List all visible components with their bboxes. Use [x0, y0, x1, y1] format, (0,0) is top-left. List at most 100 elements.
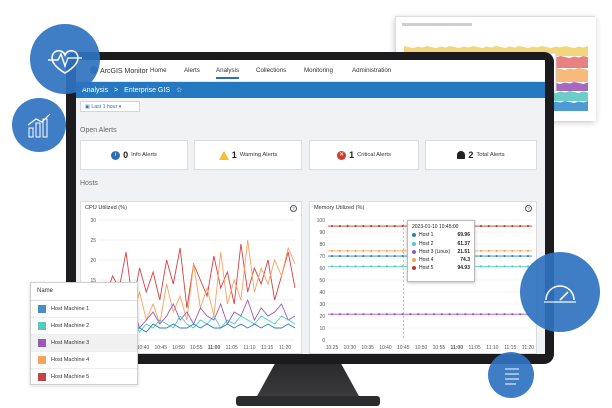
critical-alerts-label: Critical Alerts	[357, 152, 391, 158]
memory-point	[401, 224, 404, 228]
series-dot-icon	[412, 241, 416, 246]
cpu-y-tick-label: 25	[90, 238, 96, 244]
nav-administration[interactable]: Administration	[352, 67, 392, 74]
memory-x-tick-label: 10:25	[326, 345, 339, 351]
memory-point	[424, 313, 428, 316]
memory-point	[370, 254, 373, 258]
warning-alerts-card[interactable]: 1 Warning Alerts	[194, 140, 302, 170]
breadcrumb-separator: >	[114, 87, 119, 94]
memory-point	[440, 313, 443, 316]
memory-point	[401, 265, 404, 268]
nav-monitoring[interactable]: Monitoring	[304, 67, 333, 74]
total-alerts-card[interactable]: 2 Total Alerts	[425, 140, 537, 170]
breadcrumb-section[interactable]: Analysis	[82, 87, 109, 94]
nav-collections[interactable]: Collections	[256, 67, 287, 74]
favorite-star-icon[interactable]: ☆	[175, 87, 183, 94]
tooltip-series-value: 69.96	[457, 232, 470, 239]
nav-alerts[interactable]: Alerts	[184, 67, 200, 74]
bar-chart-bubble	[12, 98, 66, 152]
monitor-stand-neck	[256, 364, 360, 398]
memory-point	[495, 313, 498, 316]
cpu-y-tick-label: 30	[90, 218, 96, 224]
tooltip-series-name: Host 4	[419, 257, 434, 264]
cpu-x-tick-label: 10:55	[190, 345, 203, 351]
memory-y-tick-label: 100	[317, 218, 326, 224]
memory-point	[354, 224, 357, 228]
bell-icon	[457, 151, 466, 159]
nav-home[interactable]: Home	[150, 67, 167, 74]
tooltip-row: Host 4 74.3	[412, 257, 470, 263]
memory-point	[519, 224, 522, 228]
help-icon[interactable]: ?	[290, 205, 297, 212]
memory-point	[393, 249, 396, 252]
legend-label: Host Machine 2	[51, 323, 90, 329]
memory-point	[354, 313, 357, 316]
memory-point	[511, 265, 514, 268]
memory-point	[346, 249, 349, 252]
legend-row-host-4[interactable]: Host Machine 4	[31, 352, 137, 369]
cpu-x-tick-label: 11:10	[243, 345, 255, 351]
memory-point	[487, 224, 490, 228]
legend-label: Host Machine 4	[51, 357, 90, 363]
memory-point	[330, 313, 334, 316]
breadcrumb-page: Enterprise GIS	[124, 87, 170, 94]
memory-point	[487, 249, 490, 252]
calendar-icon: ▣	[85, 104, 92, 110]
legend-swatch	[38, 339, 46, 347]
tooltip-series-value: 61.37	[457, 240, 470, 247]
memory-point	[519, 265, 522, 268]
memory-point	[338, 249, 341, 252]
legend-row-host-5[interactable]: Host Machine 5	[31, 369, 137, 386]
tooltip-row: Host 3 (Linux) 21.51	[412, 249, 470, 255]
memory-point	[495, 249, 498, 252]
legend-row-host-2[interactable]: Host Machine 2	[31, 318, 137, 335]
memory-point	[503, 265, 506, 268]
critical-alerts-card[interactable]: ✕ 1 Critical Alerts	[309, 140, 419, 170]
memory-point	[330, 224, 334, 228]
memory-point	[479, 224, 483, 228]
memory-point	[377, 249, 381, 252]
memory-point	[362, 313, 365, 316]
memory-point	[338, 313, 341, 316]
memory-x-tick-label: 10:35	[361, 345, 374, 351]
legend-swatch	[38, 322, 46, 330]
legend-swatch	[38, 305, 46, 313]
nav-analysis[interactable]: Analysis	[216, 67, 240, 79]
info-alerts-card[interactable]: i 0 Info Alerts	[80, 140, 188, 170]
memory-point	[346, 254, 349, 258]
memory-point	[393, 224, 396, 228]
memory-point	[472, 313, 475, 316]
memory-point	[377, 313, 381, 316]
list-bubble	[488, 352, 534, 398]
help-icon[interactable]: ?	[525, 205, 532, 212]
legend-row-host-3[interactable]: Host Machine 3	[31, 335, 137, 352]
open-alerts-title: Open Alerts	[80, 127, 117, 134]
memory-point	[519, 249, 522, 252]
memory-point	[417, 313, 420, 316]
gauge-icon	[544, 285, 576, 303]
monitor-stand-foot	[236, 396, 380, 406]
cpu-chart-title: CPU Utilized (%)	[85, 205, 127, 211]
memory-point	[338, 265, 341, 268]
memory-point	[377, 254, 381, 258]
legend-label: Host Machine 1	[51, 306, 90, 312]
memory-y-tick-label: 70	[319, 254, 325, 260]
memory-x-tick-label: 10:50	[415, 345, 428, 351]
tooltip-row: Host 5 94.93	[412, 265, 470, 271]
series-dot-icon	[412, 249, 416, 254]
time-filter-dropdown[interactable]: ▣ Last 1 hour ▾	[80, 101, 140, 112]
memory-point	[487, 254, 490, 258]
memory-tooltip: 2023-01-10 10:45:00 Host 1 69.96 Host 2 61.…	[407, 220, 475, 282]
memory-point	[346, 224, 349, 228]
tooltip-timestamp: 2023-01-10 10:45:00	[412, 224, 459, 230]
cpu-x-tick-label: 11:00	[208, 345, 221, 351]
memory-chart-title: Memory Utilized (%)	[314, 205, 365, 211]
memory-x-tick-label: 11:20	[522, 345, 534, 351]
memory-point	[362, 249, 365, 252]
legend-row-host-1[interactable]: Host Machine 1	[31, 301, 137, 318]
memory-point	[393, 254, 396, 258]
memory-point	[330, 265, 334, 268]
tooltip-series-name: Host 1	[419, 232, 434, 239]
memory-point	[338, 224, 341, 228]
app-name: ArcGIS Monitor	[100, 68, 148, 75]
